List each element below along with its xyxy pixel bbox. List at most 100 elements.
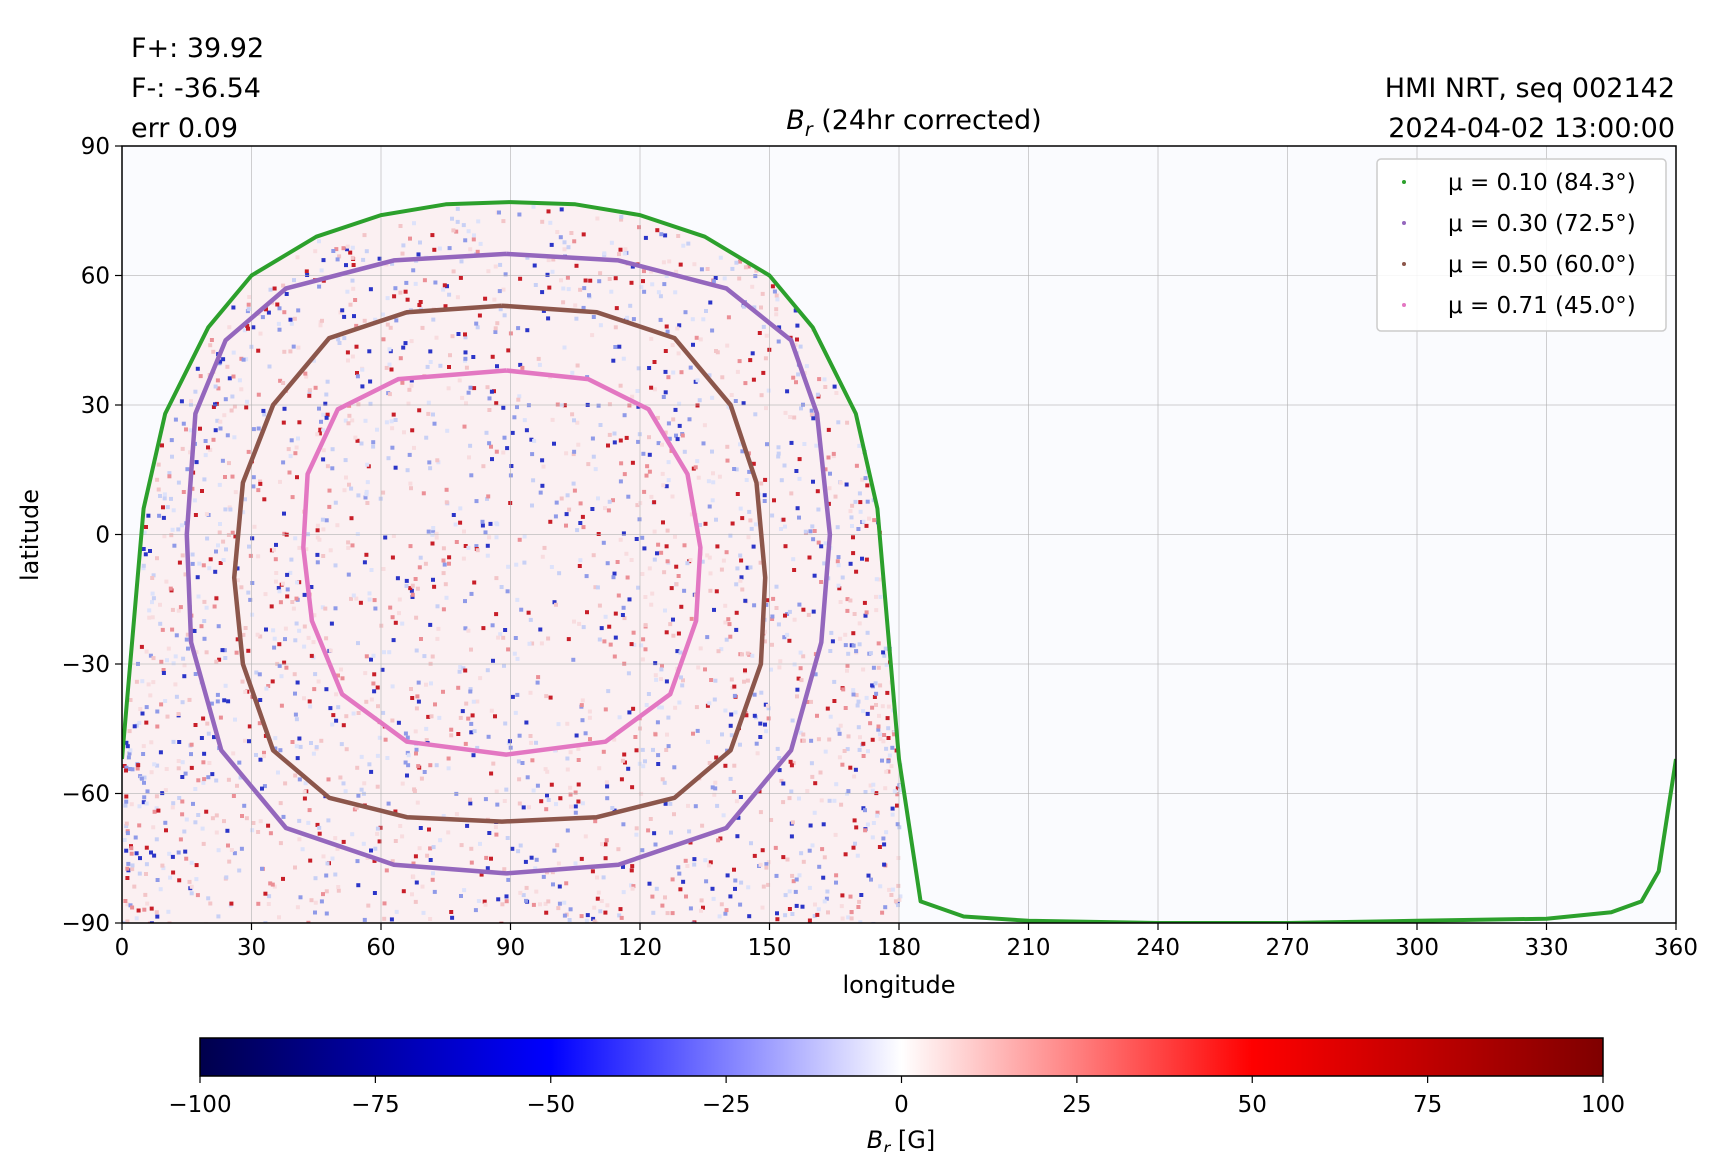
- field-pixel: [566, 245, 571, 250]
- field-pixel: [876, 665, 881, 670]
- field-pixel: [460, 709, 465, 714]
- field-pixel: [513, 636, 518, 640]
- field-pixel: [457, 669, 462, 674]
- field-pixel: [642, 546, 647, 551]
- field-pixel: [764, 729, 769, 734]
- field-pixel: [311, 640, 316, 645]
- field-pixel: [293, 773, 298, 778]
- field-pixel: [739, 880, 744, 885]
- field-pixel: [306, 920, 311, 923]
- field-pixel: [897, 788, 902, 793]
- field-pixel: [372, 858, 377, 863]
- field-pixel: [185, 632, 190, 637]
- field-pixel: [501, 287, 506, 292]
- field-pixel: [466, 545, 471, 550]
- field-pixel: [541, 464, 546, 469]
- field-pixel: [790, 912, 795, 916]
- field-pixel: [345, 247, 349, 252]
- field-pixel: [250, 536, 255, 541]
- field-pixel: [663, 233, 668, 238]
- field-pixel: [377, 256, 382, 261]
- field-pixel: [836, 727, 841, 732]
- field-pixel: [191, 801, 195, 806]
- field-pixel: [616, 593, 621, 598]
- field-pixel: [326, 777, 331, 782]
- field-pixel: [343, 418, 348, 423]
- field-pixel: [409, 339, 414, 344]
- field-pixel: [765, 703, 770, 708]
- field-pixel: [476, 899, 481, 903]
- field-pixel: [324, 687, 329, 692]
- field-pixel: [665, 911, 670, 916]
- field-pixel: [874, 577, 879, 582]
- field-pixel: [549, 782, 554, 787]
- field-pixel: [211, 349, 216, 354]
- field-pixel: [836, 563, 841, 568]
- field-pixel: [451, 269, 456, 274]
- field-pixel: [649, 336, 654, 341]
- field-pixel: [652, 529, 657, 534]
- field-pixel: [232, 404, 237, 409]
- field-pixel: [754, 268, 759, 273]
- field-pixel: [895, 803, 899, 808]
- field-pixel: [611, 358, 616, 363]
- field-pixel: [480, 519, 485, 524]
- field-pixel: [487, 535, 492, 540]
- field-pixel: [608, 642, 613, 647]
- field-pixel: [278, 841, 283, 846]
- field-pixel: [575, 420, 580, 425]
- field-pixel: [222, 819, 226, 824]
- field-pixel: [451, 513, 456, 517]
- field-pixel: [334, 718, 339, 723]
- field-pixel: [819, 798, 824, 803]
- field-pixel: [788, 759, 793, 764]
- field-pixel: [164, 579, 169, 584]
- field-pixel: [302, 696, 306, 701]
- field-pixel: [351, 711, 356, 716]
- field-pixel: [393, 839, 398, 843]
- field-pixel: [258, 331, 263, 336]
- field-pixel: [394, 318, 399, 323]
- field-pixel: [823, 541, 828, 546]
- field-pixel: [814, 443, 819, 448]
- magnetogram-noise: [122, 204, 903, 923]
- field-pixel: [695, 378, 700, 383]
- field-pixel: [198, 374, 203, 379]
- field-pixel: [884, 746, 889, 751]
- field-pixel: [772, 289, 777, 294]
- field-pixel: [243, 738, 247, 743]
- field-pixel: [362, 560, 367, 565]
- field-pixel: [391, 534, 396, 538]
- field-pixel: [459, 259, 464, 264]
- field-pixel: [189, 884, 194, 889]
- field-pixel: [410, 428, 415, 433]
- field-pixel: [140, 711, 145, 716]
- field-pixel: [663, 369, 668, 374]
- field-pixel: [565, 721, 570, 726]
- field-pixel: [315, 822, 320, 827]
- field-pixel: [478, 841, 482, 846]
- field-pixel: [462, 529, 466, 534]
- field-pixel: [409, 378, 414, 383]
- field-pixel: [617, 252, 621, 257]
- colorbar-tick-label: 25: [1062, 1092, 1091, 1118]
- field-pixel: [533, 283, 538, 287]
- field-pixel: [606, 689, 611, 694]
- field-pixel: [245, 324, 250, 328]
- field-pixel: [456, 732, 461, 736]
- field-pixel: [293, 536, 298, 541]
- field-pixel: [431, 530, 436, 535]
- field-pixel: [505, 836, 510, 840]
- field-pixel: [775, 297, 780, 302]
- field-pixel: [765, 598, 770, 603]
- field-pixel: [527, 641, 532, 646]
- field-pixel: [233, 717, 237, 722]
- field-pixel: [752, 713, 757, 718]
- field-pixel: [603, 614, 608, 619]
- colorbar-label: Br [G]: [867, 1126, 935, 1152]
- colorbar: −100 −75 −50 −25 0 25 50 75 100 Br [G]: [168, 1037, 1625, 1152]
- field-pixel: [235, 637, 240, 642]
- field-pixel: [487, 396, 492, 401]
- field-pixel: [218, 419, 223, 424]
- field-pixel: [454, 229, 459, 234]
